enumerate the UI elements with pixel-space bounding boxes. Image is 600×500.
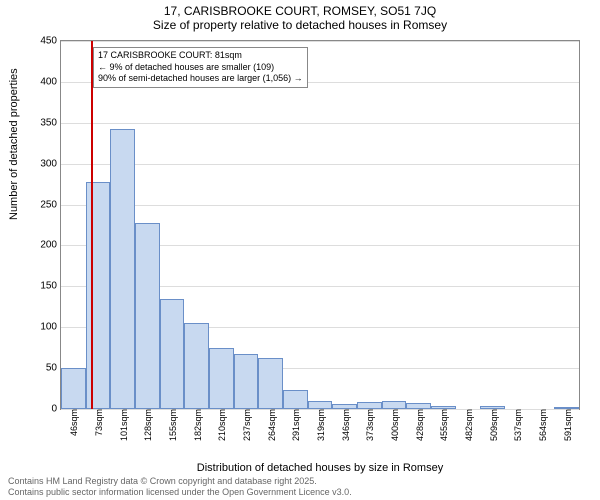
ytick-label: 50 [46,363,61,374]
xtick-label: 400sqm [388,409,400,441]
y-axis-label: Number of detached properties [8,68,20,220]
xtick-label: 210sqm [215,409,227,441]
ytick-label: 250 [40,199,61,210]
ytick-label: 350 [40,117,61,128]
gridline [61,41,579,42]
xtick-label: 428sqm [413,409,425,441]
histogram-bar [209,348,234,409]
ytick-label: 150 [40,281,61,292]
gridline [61,164,579,165]
x-axis-label: Distribution of detached houses by size … [60,462,580,474]
xtick-label: 155sqm [166,409,178,441]
histogram-bar [258,358,283,409]
footer-attribution: Contains HM Land Registry data © Crown c… [8,476,352,498]
histogram-bar [184,323,209,409]
xtick-label: 291sqm [289,409,301,441]
xtick-label: 237sqm [240,409,252,441]
xtick-label: 182sqm [191,409,203,441]
gridline [61,123,579,124]
xtick-label: 319sqm [314,409,326,441]
histogram-bar [160,299,185,409]
xtick-label: 509sqm [487,409,499,441]
histogram-bar [61,368,86,409]
xtick-label: 46sqm [67,409,79,436]
chart-subtitle: Size of property relative to detached ho… [0,18,600,36]
annotation-box: 17 CARISBROOKE COURT: 81sqm ← 9% of deta… [93,47,308,88]
annotation-line3: 90% of semi-detached houses are larger (… [98,73,303,85]
gridline [61,205,579,206]
ytick-label: 400 [40,76,61,87]
histogram-bar [234,354,259,409]
annotation-line2: ← 9% of detached houses are smaller (109… [98,62,303,74]
footer-line1: Contains HM Land Registry data © Crown c… [8,476,352,487]
xtick-label: 591sqm [561,409,573,441]
ytick-label: 100 [40,322,61,333]
xtick-label: 564sqm [536,409,548,441]
histogram-bar [382,401,407,409]
xtick-label: 101sqm [117,409,129,441]
histogram-bar [283,390,308,409]
ytick-label: 200 [40,240,61,251]
histogram-bar [135,223,160,409]
reference-line [91,41,93,409]
xtick-label: 264sqm [265,409,277,441]
histogram-bar [308,401,333,409]
plot-area: 05010015020025030035040045046sqm73sqm101… [60,40,580,410]
xtick-label: 128sqm [141,409,153,441]
ytick-label: 300 [40,158,61,169]
chart-container: 17, CARISBROOKE COURT, ROMSEY, SO51 7JQ … [0,0,600,500]
ytick-label: 0 [51,404,61,415]
xtick-label: 537sqm [511,409,523,441]
footer-line2: Contains public sector information licen… [8,487,352,498]
chart-address: 17, CARISBROOKE COURT, ROMSEY, SO51 7JQ [0,0,600,18]
ytick-label: 450 [40,36,61,47]
xtick-label: 373sqm [363,409,375,441]
xtick-label: 73sqm [92,409,104,436]
annotation-line1: 17 CARISBROOKE COURT: 81sqm [98,50,303,62]
xtick-label: 482sqm [462,409,474,441]
xtick-label: 346sqm [339,409,351,441]
histogram-bar [86,182,111,409]
xtick-label: 455sqm [437,409,449,441]
histogram-bar [110,129,135,409]
